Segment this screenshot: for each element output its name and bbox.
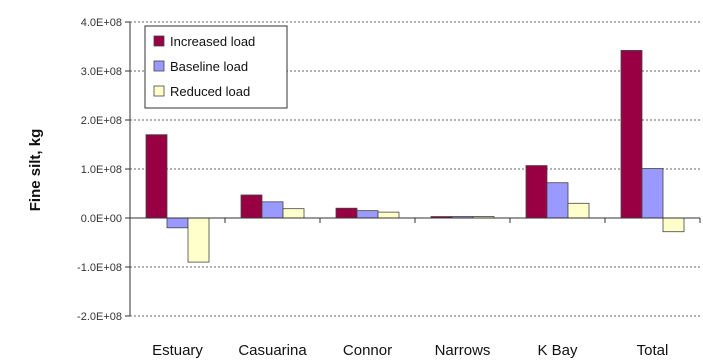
bar-reduced-load xyxy=(567,202,590,219)
x-tick-label: Total xyxy=(637,342,669,359)
bar-reduced-load xyxy=(187,217,210,263)
y-tick-label: 3.0E+08 xyxy=(81,66,122,78)
bar-baseline-load xyxy=(546,182,569,219)
legend: Increased load Baseline load Reduced load xyxy=(144,25,288,109)
bar-increased-load xyxy=(525,165,548,219)
bar-baseline-load xyxy=(356,210,379,219)
x-tick-label: Narrows xyxy=(435,342,491,359)
bar-reduced-load xyxy=(282,208,305,219)
y-tick-label: -1.0E+08 xyxy=(77,262,122,274)
bar-reduced-load xyxy=(377,211,400,219)
legend-swatch xyxy=(153,35,165,47)
legend-swatch xyxy=(153,85,165,97)
bar-baseline-load xyxy=(261,201,284,219)
axes xyxy=(129,22,701,316)
x-axis-labels: Estuary Casuarina Connor Narrows K Bay Total xyxy=(152,342,668,359)
y-tick-label: -2.0E+08 xyxy=(77,311,122,323)
bar-increased-load xyxy=(335,207,358,219)
legend-label: Baseline load xyxy=(170,59,248,74)
legend-label: Increased load xyxy=(170,34,255,49)
x-tick-label: K Bay xyxy=(537,342,578,359)
y-axis-ticks: -2.0E+08 -1.0E+08 0.0E+00 1.0E+08 2.0E+08 3.0… xyxy=(77,17,130,323)
y-tick-label: 0.0E+00 xyxy=(81,213,122,225)
bar-baseline-load xyxy=(166,217,189,229)
bar-increased-load xyxy=(620,50,643,219)
bar-reduced-load xyxy=(662,217,685,233)
x-tick-label: Estuary xyxy=(152,342,203,359)
legend-swatch xyxy=(153,60,165,72)
y-tick-label: 1.0E+08 xyxy=(81,164,122,176)
y-tick-label: 4.0E+08 xyxy=(81,17,122,29)
x-tick-label: Casuarina xyxy=(238,342,307,359)
bars xyxy=(145,50,685,263)
x-tick-label: Connor xyxy=(343,342,392,359)
y-tick-label: 2.0E+08 xyxy=(81,115,122,127)
gridlines xyxy=(130,21,700,317)
bar-increased-load xyxy=(240,194,263,219)
legend-label: Reduced load xyxy=(170,84,250,99)
bar-baseline-load xyxy=(641,168,664,219)
bar-increased-load xyxy=(145,134,168,219)
legend-box xyxy=(144,25,288,109)
y-axis-title: Fine silt, kg xyxy=(27,129,44,212)
